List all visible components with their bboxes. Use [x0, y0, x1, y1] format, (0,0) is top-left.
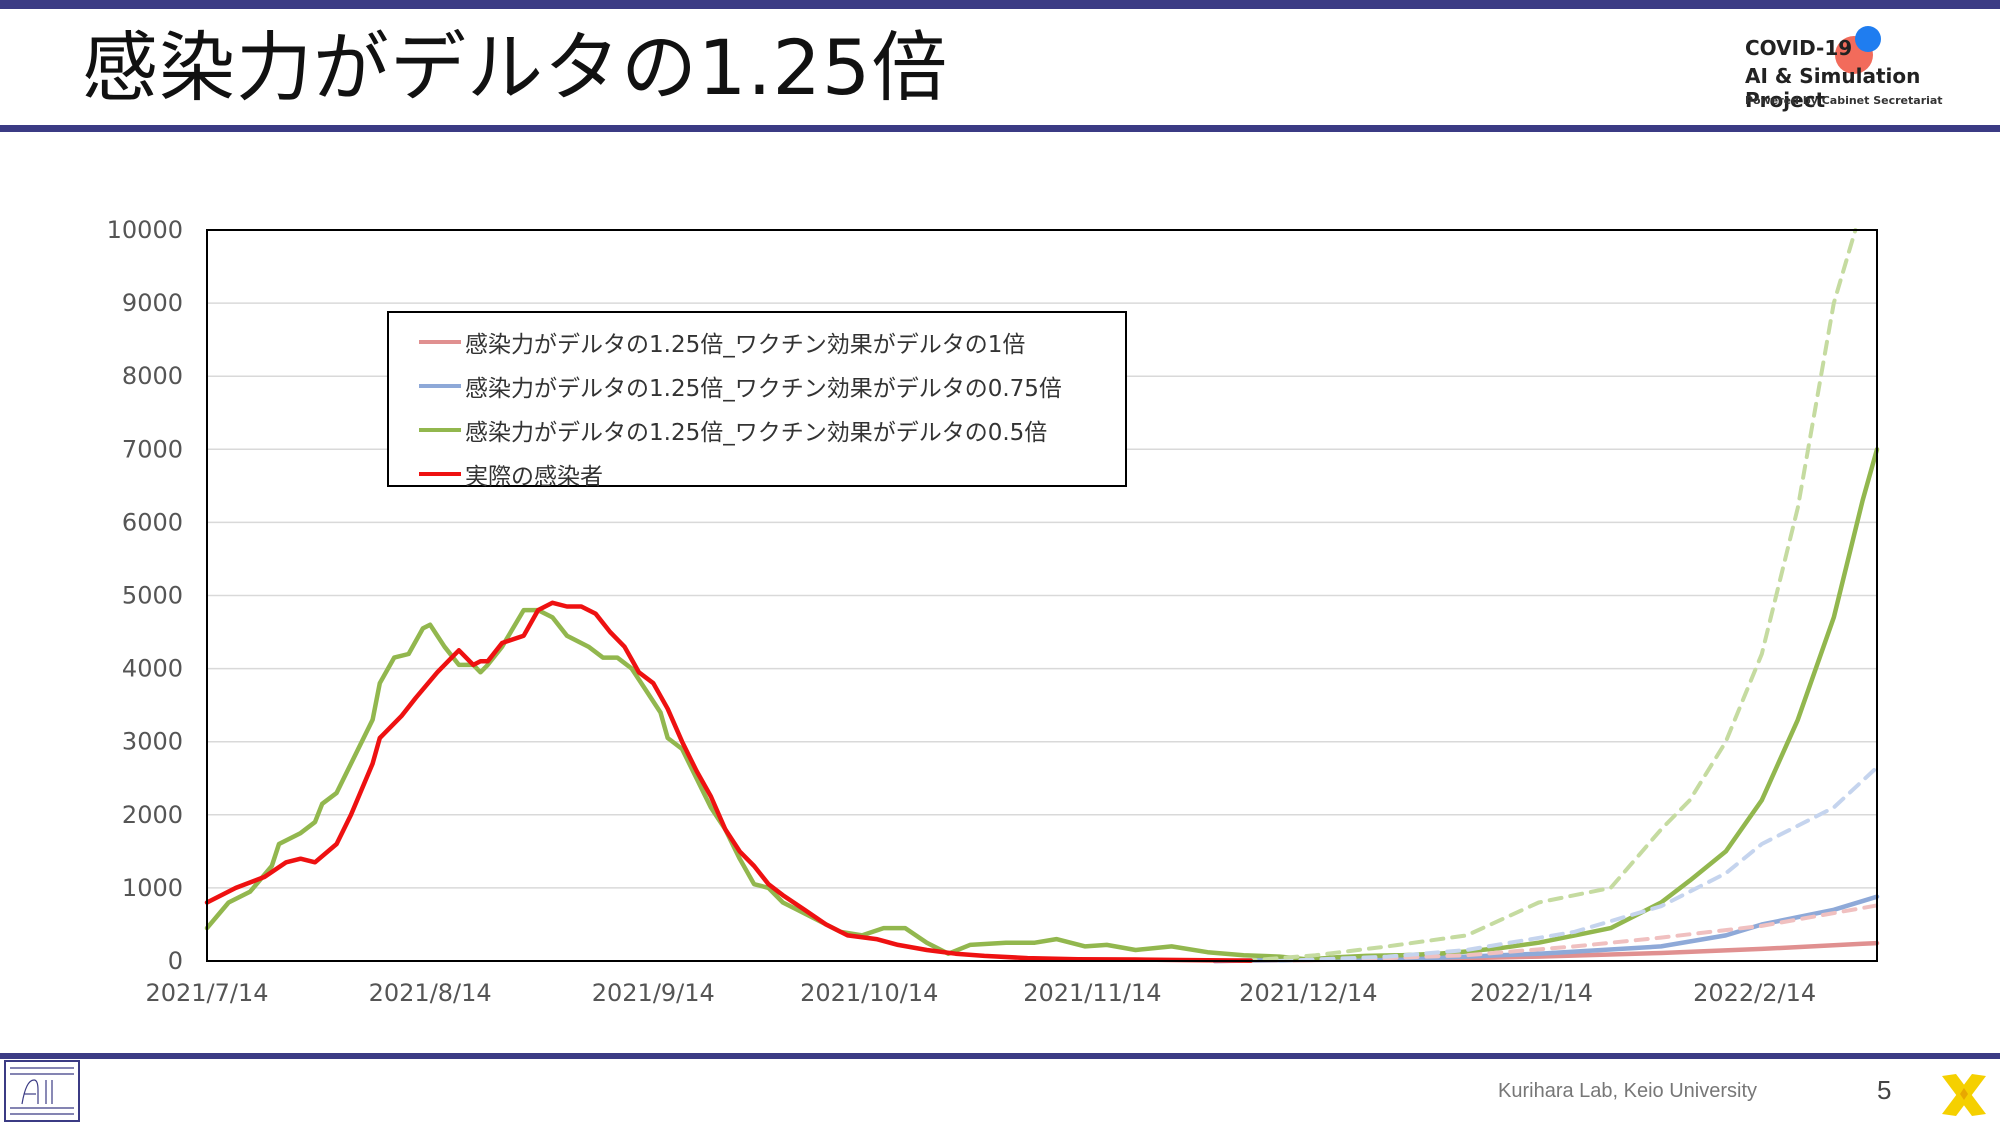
- x-tick-label: 2021/12/14: [1239, 979, 1377, 1007]
- legend-swatch: [419, 384, 461, 388]
- x-tick-label: 2021/11/14: [1023, 979, 1161, 1007]
- top-accent-bar: [0, 0, 2000, 9]
- legend-item: 感染力がデルタの1.25倍_ワクチン効果がデルタの0.5倍: [419, 415, 1048, 446]
- x-tick-label: 2022/2/14: [1693, 979, 1816, 1007]
- axis-layer: 0 1000 2000 3000 4000 5000 6000 7000 8000 9000 100…: [107, 216, 1817, 1007]
- y-tick-label: 7000: [122, 435, 183, 463]
- footer-credit: Kurihara Lab, Keio University: [1498, 1080, 1758, 1102]
- y-tick-label: 9000: [122, 289, 183, 317]
- legend-label: 実際の感染者: [465, 464, 603, 490]
- legend-swatch: [419, 340, 461, 344]
- footer-divider: [0, 1053, 2000, 1059]
- project-logo: COVID-19 AI & Simulation Project Powered…: [1745, 26, 1985, 116]
- series-layer: [204, 228, 1880, 964]
- logo-line2: AI & Simulation Project: [1745, 64, 1921, 112]
- title-divider: [0, 125, 2000, 132]
- logo-blue-dot-icon: [1855, 26, 1881, 52]
- legend-swatch: [419, 428, 461, 432]
- series-line-1: [1212, 894, 1880, 964]
- legend-item: 感染力がデルタの1.25倍_ワクチン効果がデルタの1倍: [419, 327, 1026, 358]
- logo-line1: COVID-19: [1745, 36, 1853, 60]
- series-line-4: [1277, 765, 1879, 963]
- x-tick-label: 2021/10/14: [800, 979, 938, 1007]
- series-line-2: [204, 447, 1880, 962]
- y-tick-label: 3000: [122, 728, 183, 756]
- slide-title: 感染力がデルタの1.25倍: [82, 23, 949, 112]
- chart-legend: 感染力がデルタの1.25倍_ワクチン効果がデルタの1倍 感染力がデルタの1.25…: [387, 311, 1127, 490]
- y-tick-label: 10000: [107, 216, 183, 244]
- legend-label: 感染力がデルタの1.25倍_ワクチン効果がデルタの0.5倍: [465, 420, 1048, 446]
- y-tick-label: 4000: [122, 655, 183, 683]
- legend-label: 感染力がデルタの1.25倍_ワクチン効果がデルタの0.75倍: [465, 376, 1062, 402]
- x-tick-label: 2021/7/14: [145, 979, 268, 1007]
- series-line-5: [1241, 228, 1858, 963]
- legend-swatch: [419, 472, 461, 476]
- series-line-6: [204, 600, 1254, 963]
- y-tick-label: 5000: [122, 582, 183, 610]
- x-logo-icon: [1942, 1074, 1986, 1116]
- y-tick-label: 6000: [122, 508, 183, 536]
- line-chart: 0 1000 2000 3000 4000 5000 6000 7000 8000 9000 100…: [107, 216, 1880, 1007]
- y-tick-label: 8000: [122, 362, 183, 390]
- logo-line3: Powered by Cabinet Secretariat: [1745, 94, 1943, 107]
- y-tick-label: 2000: [122, 801, 183, 829]
- legend-item: 感染力がデルタの1.25倍_ワクチン効果がデルタの0.75倍: [419, 371, 1062, 402]
- x-tick-label: 2021/8/14: [369, 979, 492, 1007]
- plot-area-border: [206, 229, 1878, 962]
- page-number: 5: [1877, 1075, 1892, 1105]
- x-tick-label: 2021/9/14: [592, 979, 715, 1007]
- lab-logo-icon: [4, 1060, 80, 1122]
- x-tick-label: 2022/1/14: [1470, 979, 1593, 1007]
- legend-item: 実際の感染者: [419, 459, 603, 490]
- y-tick-label: 0: [168, 947, 183, 975]
- legend-label: 感染力がデルタの1.25倍_ワクチン効果がデルタの1倍: [465, 332, 1026, 358]
- y-tick-label: 1000: [122, 874, 183, 902]
